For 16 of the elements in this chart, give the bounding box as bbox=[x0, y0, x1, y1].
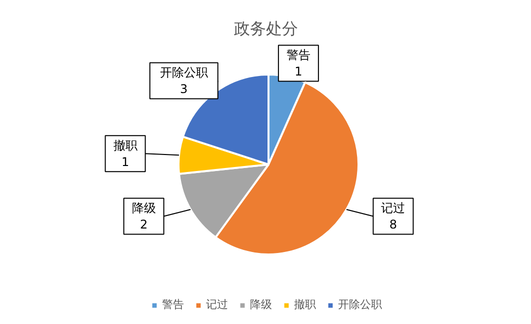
legend-label: 撤职 bbox=[294, 297, 316, 312]
slice-label: 撤职 bbox=[113, 138, 138, 152]
slice-label: 开除公职 bbox=[160, 65, 208, 80]
data-label: 3 bbox=[180, 82, 188, 96]
slice-label: 降级 bbox=[132, 200, 156, 215]
slice-label: 警告 bbox=[286, 48, 310, 62]
chart-title: 政务处分 bbox=[234, 19, 298, 38]
data-label: 8 bbox=[389, 218, 398, 232]
legend-label: 降级 bbox=[250, 297, 272, 312]
legend-label: 开除公职 bbox=[338, 297, 382, 312]
data-label: 1 bbox=[121, 155, 130, 170]
legend-label: 警告 bbox=[162, 297, 184, 312]
data-label: 1 bbox=[294, 64, 302, 79]
slice-label: 记过 bbox=[381, 200, 406, 215]
data-label: 2 bbox=[140, 218, 148, 232]
legend-label: 记过 bbox=[206, 297, 228, 312]
